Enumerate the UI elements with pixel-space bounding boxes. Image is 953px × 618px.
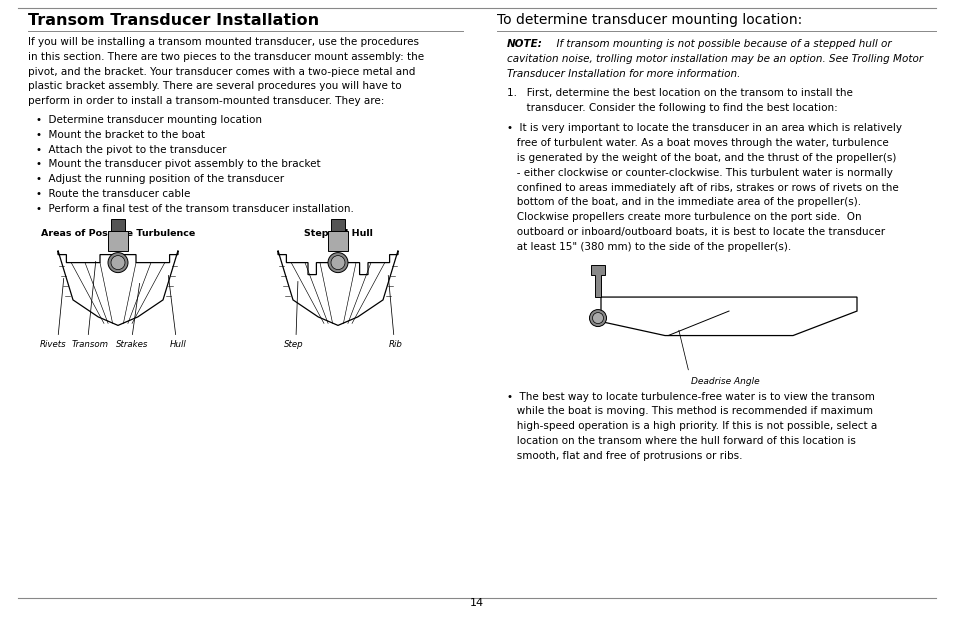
Text: Stepped Hull: Stepped Hull: [303, 229, 372, 237]
Polygon shape: [58, 251, 178, 326]
Polygon shape: [328, 224, 347, 251]
Text: high-speed operation is a high priority. If this is not possible, select a: high-speed operation is a high priority.…: [506, 421, 877, 431]
Text: If you will be installing a transom mounted transducer, use the procedures: If you will be installing a transom moun…: [28, 37, 418, 47]
Text: perform in order to install a transom-mounted transducer. They are:: perform in order to install a transom-mo…: [28, 96, 384, 106]
Text: location on the transom where the hull forward of this location is: location on the transom where the hull f…: [506, 436, 855, 446]
Text: 14: 14: [470, 598, 483, 608]
Text: •  Mount the bracket to the boat: • Mount the bracket to the boat: [36, 130, 205, 140]
Circle shape: [331, 256, 345, 269]
Text: •  Mount the transducer pivot assembly to the bracket: • Mount the transducer pivot assembly to…: [36, 159, 320, 169]
Circle shape: [328, 253, 348, 273]
Text: Transom Transducer Installation: Transom Transducer Installation: [28, 13, 319, 28]
Circle shape: [589, 310, 606, 326]
Text: bottom of the boat, and in the immediate area of the propeller(s).: bottom of the boat, and in the immediate…: [506, 197, 861, 208]
Circle shape: [111, 256, 125, 269]
Circle shape: [592, 313, 603, 324]
Text: in this section. There are two pieces to the transducer mount assembly: the: in this section. There are two pieces to…: [28, 52, 424, 62]
Text: while the boat is moving. This method is recommended if maximum: while the boat is moving. This method is…: [506, 407, 872, 417]
Text: confined to areas immediately aft of ribs, strakes or rows of rivets on the: confined to areas immediately aft of rib…: [506, 182, 898, 193]
Text: Areas of Possible Turbulence: Areas of Possible Turbulence: [41, 229, 195, 237]
Text: smooth, flat and free of protrusions or ribs.: smooth, flat and free of protrusions or …: [506, 451, 741, 461]
Text: cavitation noise, trolling motor installation may be an option. See Trolling Mot: cavitation noise, trolling motor install…: [506, 54, 923, 64]
Text: Step: Step: [284, 341, 303, 349]
Circle shape: [108, 253, 128, 273]
Text: free of turbulent water. As a boat moves through the water, turbulence: free of turbulent water. As a boat moves…: [506, 138, 888, 148]
Text: •  Route the transducer cable: • Route the transducer cable: [36, 189, 191, 199]
Polygon shape: [590, 265, 604, 297]
Text: •  The best way to locate turbulence-free water is to view the transom: • The best way to locate turbulence-free…: [506, 392, 874, 402]
Text: is generated by the weight of the boat, and the thrust of the propeller(s): is generated by the weight of the boat, …: [506, 153, 896, 163]
Text: Deadrise Angle: Deadrise Angle: [690, 376, 759, 386]
Text: 1.   First, determine the best location on the transom to install the: 1. First, determine the best location on…: [506, 88, 852, 98]
Text: - either clockwise or counter-clockwise. This turbulent water is normally: - either clockwise or counter-clockwise.…: [506, 167, 892, 178]
Text: •  Attach the pivot to the transducer: • Attach the pivot to the transducer: [36, 145, 226, 154]
Text: •  It is very important to locate the transducer in an area which is relatively: • It is very important to locate the tra…: [506, 124, 901, 133]
Text: NOTE:: NOTE:: [506, 39, 542, 49]
Text: •  Adjust the running position of the transducer: • Adjust the running position of the tra…: [36, 174, 284, 184]
Text: Hull: Hull: [170, 341, 186, 349]
Polygon shape: [277, 251, 397, 326]
Polygon shape: [109, 224, 128, 251]
Text: •  Perform a final test of the transom transducer installation.: • Perform a final test of the transom tr…: [36, 204, 354, 214]
Text: plastic bracket assembly. There are several procedures you will have to: plastic bracket assembly. There are seve…: [28, 82, 401, 91]
Text: at least 15" (380 mm) to the side of the propeller(s).: at least 15" (380 mm) to the side of the…: [506, 242, 790, 252]
Text: Transom: Transom: [71, 341, 109, 349]
Text: •  Determine transducer mounting location: • Determine transducer mounting location: [36, 115, 262, 125]
Text: pivot, and the bracket. Your transducer comes with a two-piece metal and: pivot, and the bracket. Your transducer …: [28, 67, 415, 77]
Text: outboard or inboard/outboard boats, it is best to locate the transducer: outboard or inboard/outboard boats, it i…: [506, 227, 884, 237]
Polygon shape: [331, 219, 345, 231]
Text: To determine transducer mounting location:: To determine transducer mounting locatio…: [497, 13, 801, 27]
Text: Transducer Installation for more information.: Transducer Installation for more informa…: [506, 69, 740, 78]
Polygon shape: [111, 219, 125, 231]
Text: Rivets: Rivets: [40, 341, 67, 349]
Text: If transom mounting is not possible because of a stepped hull or: If transom mounting is not possible beca…: [550, 39, 891, 49]
Text: Rib: Rib: [389, 341, 402, 349]
Text: Strakes: Strakes: [115, 341, 148, 349]
Text: Clockwise propellers create more turbulence on the port side.  On: Clockwise propellers create more turbule…: [506, 212, 861, 222]
Polygon shape: [600, 297, 856, 336]
Text: transducer. Consider the following to find the best location:: transducer. Consider the following to fi…: [506, 103, 837, 112]
